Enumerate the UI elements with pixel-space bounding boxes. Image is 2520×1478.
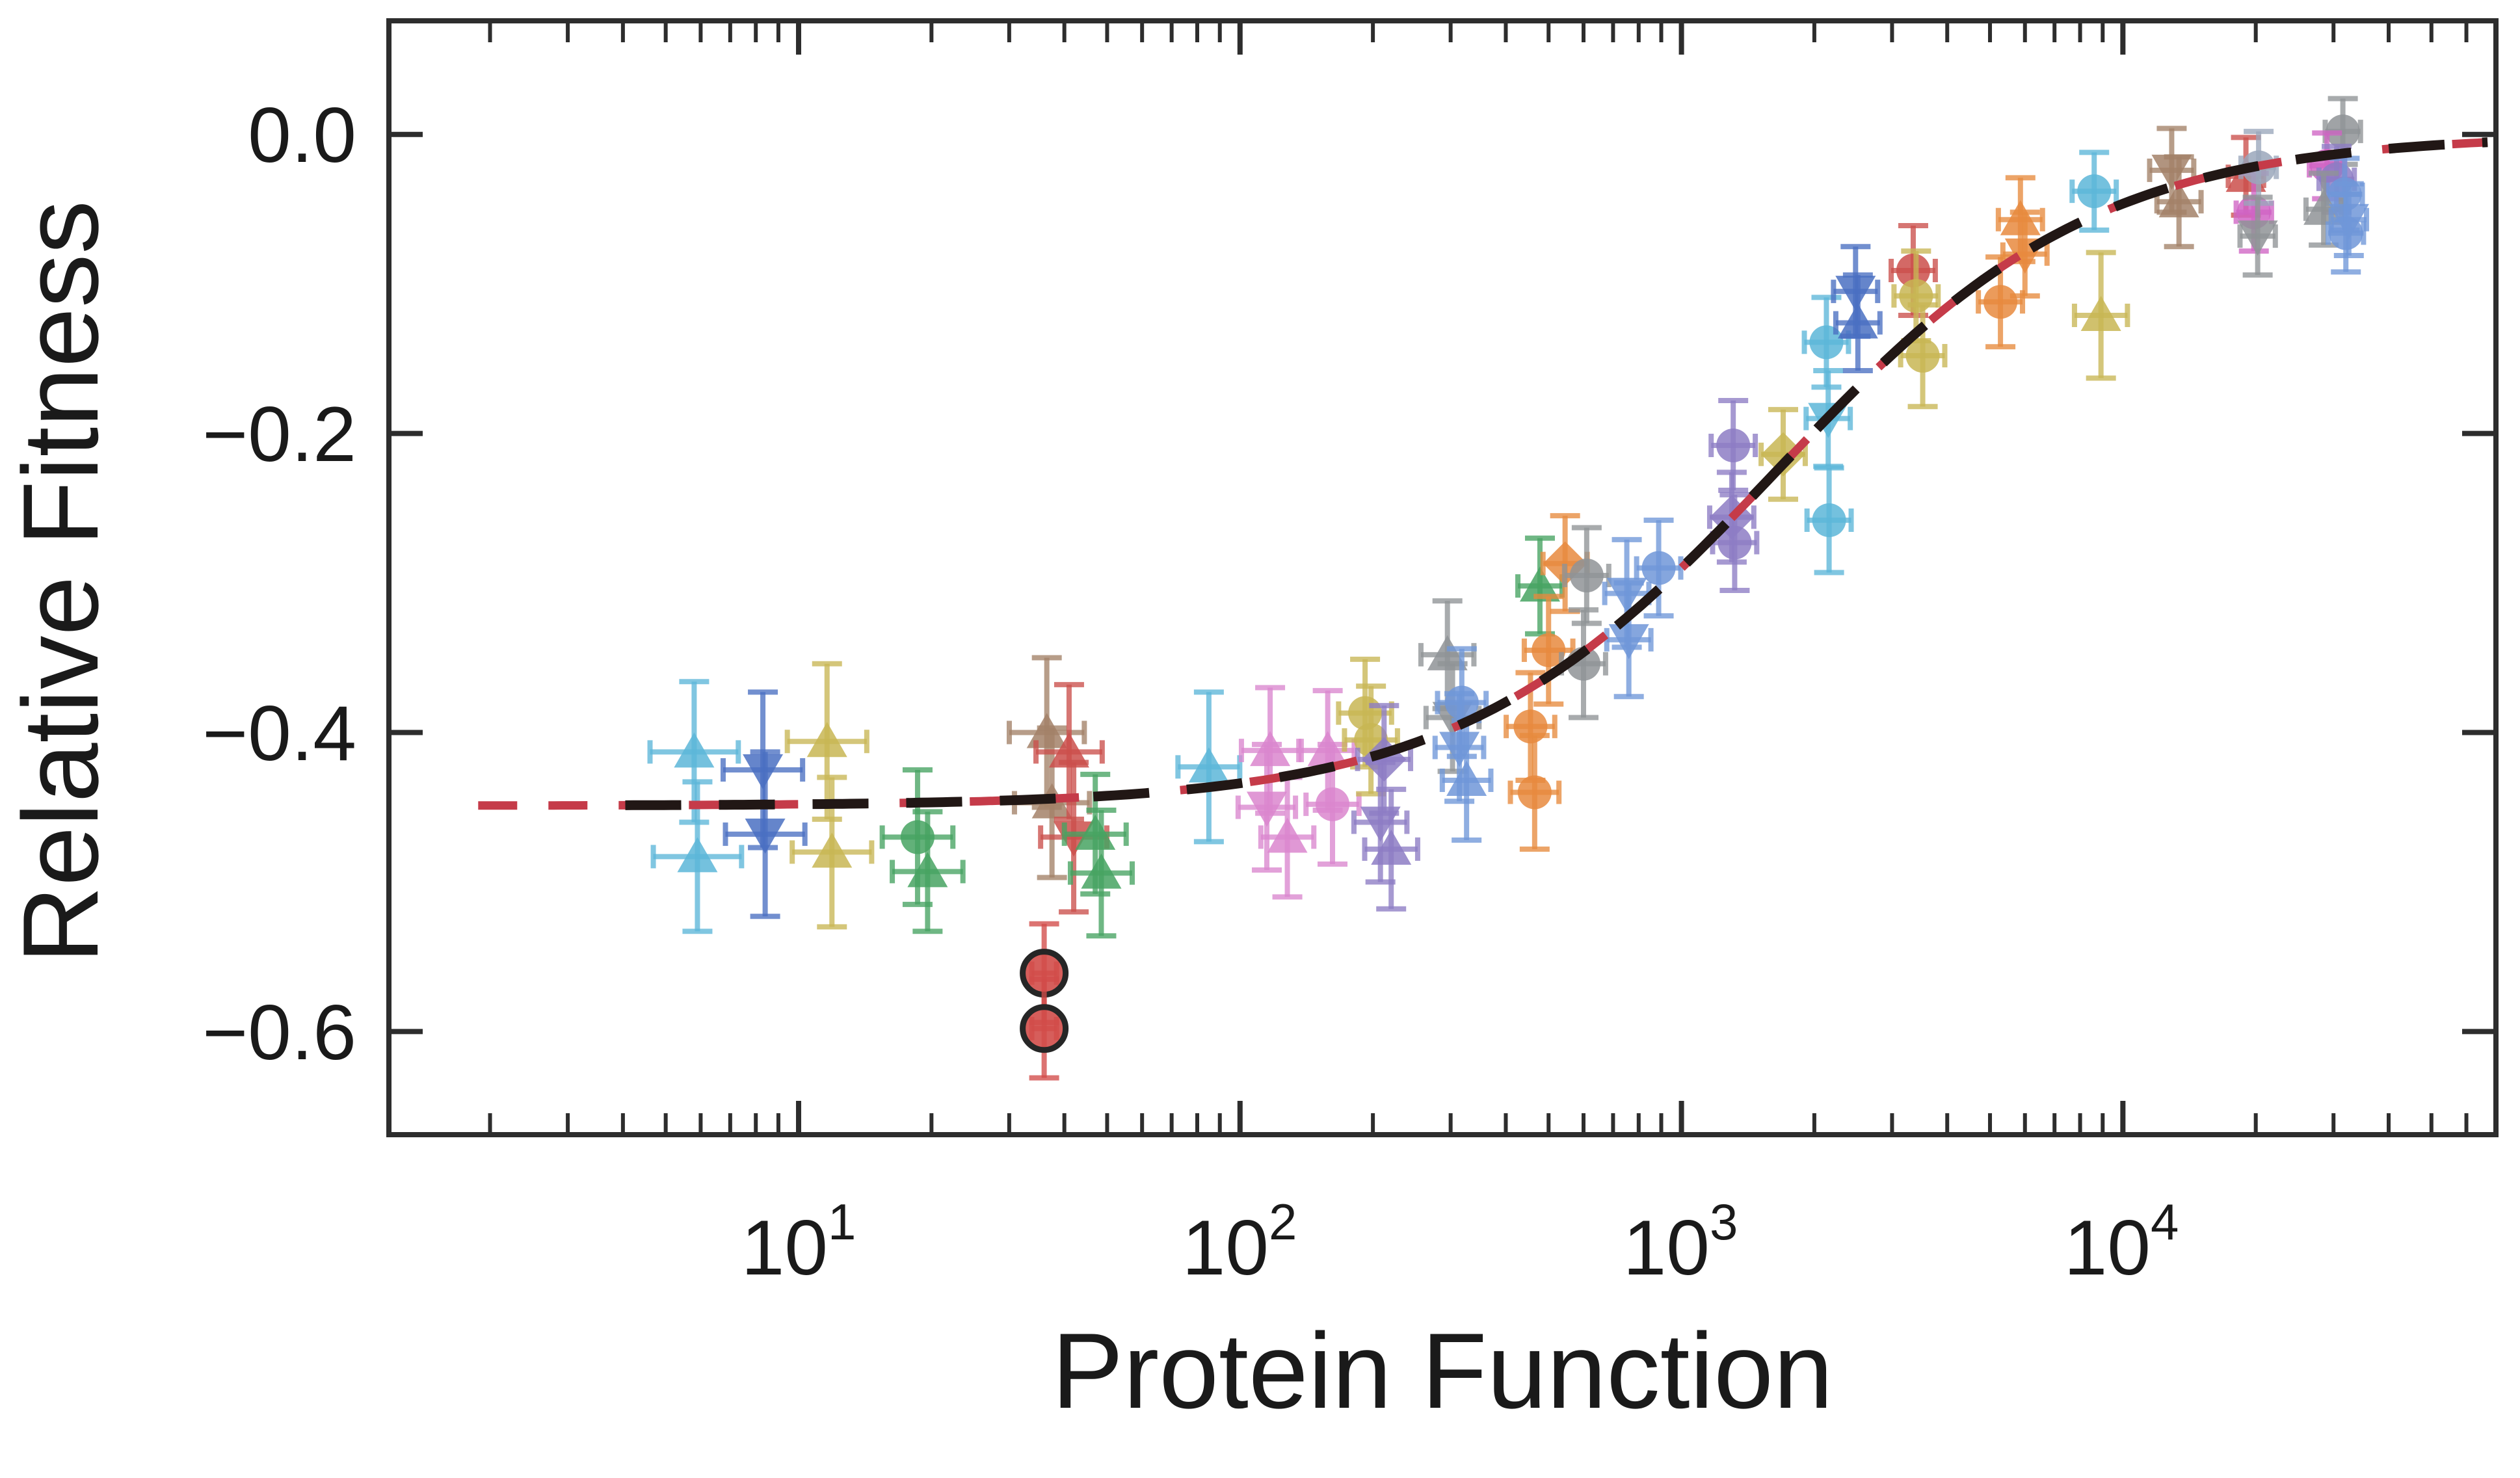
red-dashed-fit [478,138,2488,810]
marker-triangle-up [907,852,948,888]
data-point [647,679,741,825]
data-point [2069,150,2119,233]
marker-circle [1517,775,1552,810]
marker-triangle-down [2151,154,2192,190]
marker-triangle-up [1837,303,1878,339]
marker-circle [1812,503,1846,537]
marker-circle [1718,525,1752,560]
marker-circle [1532,633,1566,668]
marker-triangle-down [2237,220,2278,256]
y-tick-label-2: −0.4 [202,690,356,777]
marker-triangle-up [806,722,847,758]
marker-triangle-up [1446,761,1487,797]
marker-circle [1716,429,1751,463]
data-point [2237,194,2278,278]
marker-triangle-up [1075,814,1116,850]
y-tick-label-3: −0.6 [202,989,356,1076]
x-tick-label-0: 101 [741,1193,856,1291]
data-point [1342,683,1400,797]
marker-triangle-down [745,818,786,854]
data-point [1258,774,1317,900]
marker-triangle-up [1081,853,1122,889]
marker-circle [1905,339,1940,373]
data-point [2154,154,2204,250]
data-point [1362,786,1420,912]
marker-circle [1641,551,1676,585]
black-dashed-fit [625,137,2488,810]
data-point [2326,191,2367,275]
data-point [1175,689,1243,845]
plot-border [386,18,2499,1137]
plot-area [386,18,2499,1137]
data-point [1898,302,1948,410]
y-tick-label-1: −0.2 [202,391,356,478]
data-point [1561,525,1611,626]
data-point [890,809,966,934]
marker-triangle-down [1246,791,1287,827]
marker-circle [1569,559,1604,593]
marker-triangle-down [1439,732,1480,767]
marker-diamond [1760,432,1805,477]
data-point [1833,272,1883,374]
marker-triangle-up [2000,200,2041,235]
x-tick-label-1: 102 [1182,1193,1297,1291]
marker-triangle-up [1307,731,1348,767]
data-point [1507,733,1562,852]
x-axis-title: Protein Function [1052,1311,1833,1431]
marker-triangle-up [1371,829,1412,865]
marker-circle [2326,114,2360,149]
marker-triangle-up [1188,747,1229,783]
marker-circle-outlined [1020,1004,1069,1053]
marker-circle [1983,285,2018,319]
marker-circle [2329,216,2363,250]
data-point [1067,808,1135,939]
data-point [1758,406,1808,502]
marker-triangle-up [2080,295,2121,331]
marker-circle [1513,709,1548,744]
data-point [1634,517,1684,619]
data-point [1020,976,1069,1081]
x-tick-label-2: 103 [1623,1193,1738,1291]
marker-triangle-up [1519,566,1560,602]
marker-triangle-down [1608,624,1649,659]
marker-triangle-up [812,832,853,868]
marker-triangle-up [1267,817,1308,853]
y-tick-label-0: 0.0 [248,92,356,179]
data-point [1604,580,1654,700]
data-point [723,749,808,919]
marker-circle [1896,253,1930,287]
marker-triangle-up [2158,182,2199,218]
x-tick-label-3: 104 [2064,1193,2179,1291]
marker-triangle-up [1048,732,1089,768]
marker-triangle-up [674,732,715,768]
data-point [2322,96,2363,167]
marker-triangle-up [1250,731,1291,767]
y-axis-title: Relative Fitness [1,200,120,964]
data-point [784,661,869,822]
marker-triangle-up [677,837,718,873]
data-point [1804,465,1854,575]
data-point [1432,691,1487,804]
marker-circle [1899,279,1933,313]
marker-circle [2077,174,2112,209]
marker-circle [1315,787,1349,821]
data-point [2071,250,2130,381]
